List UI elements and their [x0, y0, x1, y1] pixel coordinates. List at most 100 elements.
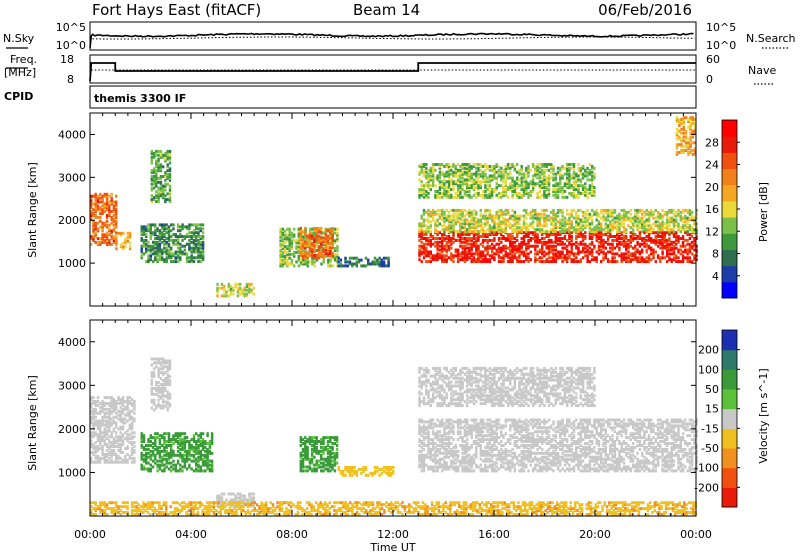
echo-cell: [675, 243, 677, 246]
echo-cell: [484, 233, 486, 236]
echo-cell: [124, 406, 126, 409]
echo-cell: [104, 202, 106, 205]
echo-cell: [564, 220, 566, 223]
echo-cell: [195, 440, 197, 443]
echo-cell: [641, 249, 643, 252]
echo-cell: [502, 235, 504, 238]
echo-cell: [374, 257, 376, 260]
echo-cell: [99, 420, 101, 423]
echo-cell: [678, 130, 680, 133]
echo-cell: [376, 259, 378, 262]
echo-cell: [156, 446, 158, 449]
echo-cell: [557, 182, 559, 185]
echo-cell: [143, 454, 145, 457]
echo-cell: [200, 432, 202, 435]
echo-cell: [573, 163, 575, 166]
echo-cell: [446, 226, 448, 229]
echo-cell: [356, 257, 358, 260]
echo-cell: [113, 201, 115, 204]
echo-cell: [582, 256, 584, 259]
echo-cell: [113, 224, 115, 227]
echo-cell: [673, 209, 675, 212]
echo-cell: [575, 184, 577, 187]
echo-cell: [491, 239, 493, 242]
echo-cell: [677, 249, 679, 252]
echo-cell: [191, 241, 193, 244]
echo-cell: [99, 197, 101, 200]
echo-cell: [646, 235, 648, 238]
echo-cell: [561, 186, 563, 189]
echo-cell: [186, 225, 188, 228]
echo-cell: [459, 252, 461, 255]
echo-cell: [682, 217, 684, 220]
echo-cell: [580, 192, 582, 195]
echo-cell: [425, 260, 427, 263]
echo-cell: [175, 464, 177, 467]
echo-cell: [329, 229, 331, 232]
echo-cell: [126, 396, 128, 399]
echo-cell: [609, 251, 611, 254]
echo-cell: [573, 209, 575, 212]
echo-cell: [550, 220, 552, 223]
echo-cell: [480, 180, 482, 183]
echo-cell: [614, 239, 616, 242]
echo-cell: [95, 431, 97, 434]
echo-cell: [159, 460, 161, 463]
noise-left-tick-high: 10^5: [56, 21, 86, 34]
echo-cell: [505, 209, 507, 212]
echo-cell: [351, 263, 353, 266]
echo-cell: [518, 243, 520, 246]
echo-cell: [511, 163, 513, 166]
date-label: 06/Feb/2016: [598, 1, 692, 19]
echo-cell: [671, 209, 673, 212]
echo-cell: [482, 222, 484, 225]
echo-cell: [582, 247, 584, 250]
echo-cell: [156, 436, 158, 439]
echo-cell: [541, 194, 543, 197]
echo-cell: [99, 241, 101, 244]
echo-cell: [621, 241, 623, 244]
echo-cell: [418, 258, 420, 261]
echo-cell: [566, 213, 568, 216]
echo-cell: [184, 225, 186, 228]
echo-cell: [300, 227, 302, 230]
echo-cell: [430, 224, 432, 227]
echo-cell: [543, 254, 545, 257]
echo-cell: [331, 242, 333, 245]
echo-cell: [111, 193, 113, 196]
echo-cell: [286, 228, 288, 231]
echo-cell: [586, 196, 588, 199]
echo-cell: [181, 466, 183, 469]
echo-cell: [131, 402, 133, 405]
echo-cell: [484, 194, 486, 197]
echo-cell: [133, 449, 135, 452]
echo-cell: [143, 434, 145, 437]
echo-cell: [145, 243, 147, 246]
echo-cell: [505, 175, 507, 178]
echo-cell: [518, 196, 520, 199]
echo-cell: [92, 208, 94, 211]
echo-cell: [133, 441, 135, 444]
echo-cell: [516, 163, 518, 166]
echo-cell: [160, 187, 162, 190]
echo-cell: [484, 215, 486, 218]
echo-cell: [293, 234, 295, 237]
echo-cell: [441, 224, 443, 227]
echo-cell: [446, 163, 448, 166]
echo-cell: [661, 256, 663, 259]
echo-cell: [500, 192, 502, 195]
echo-cell: [586, 209, 588, 212]
echo-cell: [627, 239, 629, 242]
echo-cell: [104, 424, 106, 427]
echo-cell: [678, 151, 680, 154]
echo-cell: [486, 258, 488, 261]
echo-cell: [162, 154, 164, 157]
echo-cell: [179, 464, 181, 467]
echo-cell: [591, 209, 593, 212]
echo-cell: [452, 231, 454, 234]
echo-cell: [689, 233, 691, 236]
echo-cell: [115, 445, 117, 448]
echo-cell: [564, 247, 566, 250]
echo-cell: [564, 243, 566, 246]
